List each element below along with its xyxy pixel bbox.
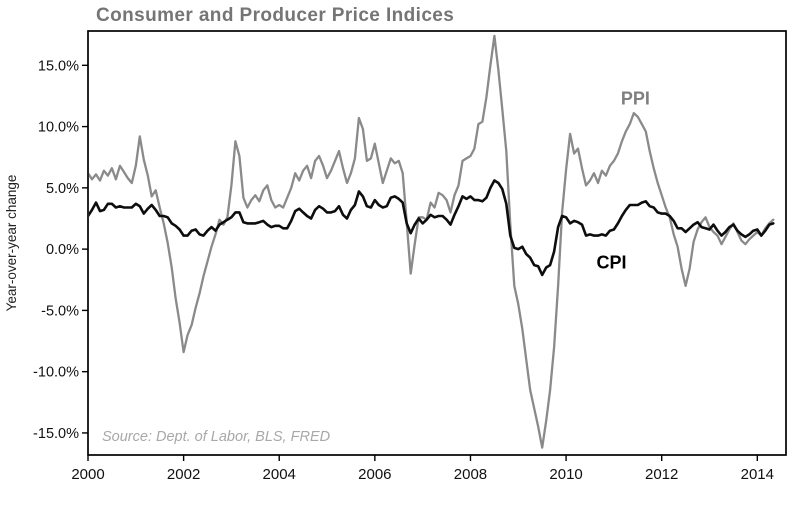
y-tick-label: -10.0% <box>33 365 79 381</box>
y-tick-label: -5.0% <box>41 303 79 319</box>
x-tick-label: 2002 <box>167 466 200 483</box>
ppi-line <box>89 34 775 449</box>
chart-title: Consumer and Producer Price Indices <box>96 5 455 26</box>
cpi-line <box>89 179 775 277</box>
x-tick-label: 2006 <box>358 466 391 483</box>
y-tick-label: 5.0% <box>46 181 79 197</box>
y-tick-label: -15.0% <box>33 426 79 442</box>
source-note: Source: Dept. of Labor, BLS, FRED <box>102 429 330 445</box>
y-tick-label: 10.0% <box>38 120 79 136</box>
y-axis-title: Year-over-year change <box>4 175 19 312</box>
x-tick-label: 2010 <box>549 466 582 483</box>
x-tick-label: 2000 <box>71 466 104 483</box>
y-tick-label: 15.0% <box>38 58 79 74</box>
x-tick-label: 2014 <box>741 466 774 483</box>
x-tick-label: 2008 <box>454 466 487 483</box>
x-tick-label: 2004 <box>263 466 296 483</box>
cpi-series-label: CPI <box>596 253 626 273</box>
y-tick-label: 0.0% <box>46 242 79 258</box>
ppi-series-label: PPI <box>621 88 650 108</box>
x-tick-label: 2012 <box>645 466 678 483</box>
plot-border <box>87 30 787 456</box>
